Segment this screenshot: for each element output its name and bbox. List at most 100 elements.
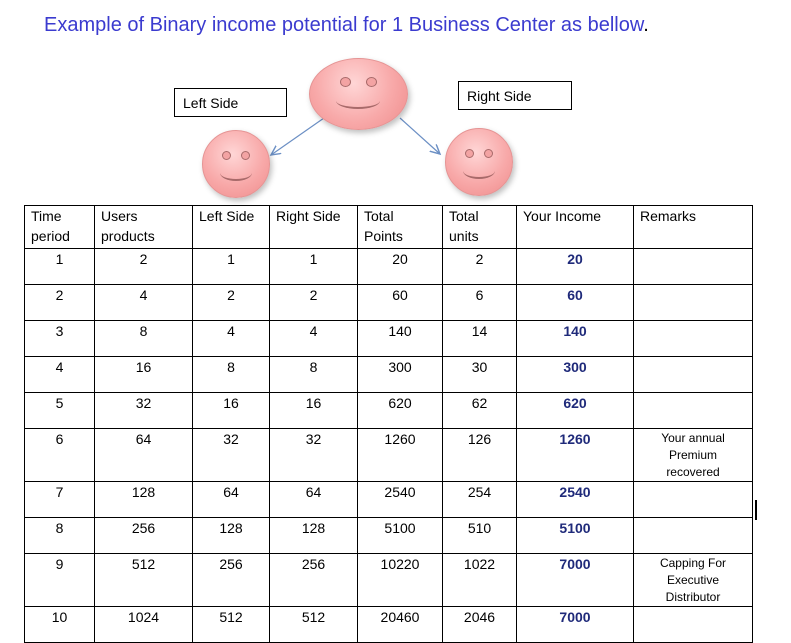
- total-points-cell: 620: [357, 392, 443, 429]
- period-cell: 6: [24, 428, 95, 482]
- right-side-cell: 8: [269, 356, 358, 393]
- table-row: 3 8 4 4 140 14 140: [24, 320, 753, 357]
- right-side-cell: 1: [269, 248, 358, 285]
- left-side-cell: 512: [192, 606, 270, 643]
- total-units-cell: 62: [442, 392, 517, 429]
- tree-arrows: [0, 117, 791, 545]
- income-cell: 2540: [516, 481, 634, 518]
- remarks-cell: [633, 248, 753, 285]
- right-side-cell: 64: [269, 481, 358, 518]
- right-side-label: Right Side: [458, 81, 572, 110]
- period-cell: 3: [24, 320, 95, 357]
- header-right-side: Right Side: [269, 205, 358, 249]
- table-row: 5 32 16 16 620 62 620: [24, 392, 753, 429]
- header-time-period: Time period: [24, 205, 95, 249]
- total-units-cell: 6: [442, 284, 517, 321]
- income-cell: 1260: [516, 428, 634, 482]
- users-cell: 2: [94, 248, 193, 285]
- right-side-cell: 128: [269, 517, 358, 554]
- period-cell: 1: [24, 248, 95, 285]
- left-side-cell: 64: [192, 481, 270, 518]
- period-cell: 7: [24, 481, 95, 518]
- remarks-cell: Your annual Premium recovered: [633, 428, 753, 482]
- total-units-cell: 30: [442, 356, 517, 393]
- smiley-face-icon: [309, 58, 408, 130]
- users-cell: 512: [94, 553, 193, 607]
- total-units-cell: 1022: [442, 553, 517, 607]
- users-cell: 16: [94, 356, 193, 393]
- table-row: 7 128 64 64 2540 254 2540: [24, 481, 753, 518]
- remarks-cell: Capping For Executive Distributor: [633, 553, 753, 607]
- right-side-cell: 32: [269, 428, 358, 482]
- total-points-cell: 10220: [357, 553, 443, 607]
- header-total-points: Total Points: [357, 205, 443, 249]
- header-total-units: Total units: [442, 205, 517, 249]
- income-cell: 5100: [516, 517, 634, 554]
- left-side-cell: 1: [192, 248, 270, 285]
- header-your-income: Your Income: [516, 205, 634, 249]
- total-units-cell: 2046: [442, 606, 517, 643]
- remarks-cell: [633, 606, 753, 643]
- table-row: 1 2 1 1 20 2 20: [24, 248, 753, 285]
- income-cell: 7000: [516, 606, 634, 643]
- users-cell: 128: [94, 481, 193, 518]
- users-cell: 256: [94, 517, 193, 554]
- users-cell: 8: [94, 320, 193, 357]
- total-points-cell: 140: [357, 320, 443, 357]
- total-units-cell: 2: [442, 248, 517, 285]
- remark-line: Premium: [668, 448, 717, 462]
- header-users-products: Users products: [94, 205, 193, 249]
- right-side-cell: 16: [269, 392, 358, 429]
- total-units-cell: 14: [442, 320, 517, 357]
- total-points-cell: 20460: [357, 606, 443, 643]
- remarks-cell: [633, 356, 753, 393]
- income-cell: 620: [516, 392, 634, 429]
- users-cell: 4: [94, 284, 193, 321]
- period-cell: 2: [24, 284, 95, 321]
- total-points-cell: 1260: [357, 428, 443, 482]
- left-side-cell: 128: [192, 517, 270, 554]
- left-side-cell: 16: [192, 392, 270, 429]
- header-left-side: Left Side: [192, 205, 270, 249]
- total-units-cell: 510: [442, 517, 517, 554]
- total-units-cell: 126: [442, 428, 517, 482]
- left-side-cell: 32: [192, 428, 270, 482]
- left-side-cell: 2: [192, 284, 270, 321]
- remark-line: Capping For: [659, 556, 727, 570]
- header-remarks: Remarks: [633, 205, 753, 249]
- period-cell: 4: [24, 356, 95, 393]
- users-cell: 1024: [94, 606, 193, 643]
- total-points-cell: 60: [357, 284, 443, 321]
- arrow-right: [399, 117, 440, 154]
- page-title: Example of Binary income potential for 1…: [44, 14, 649, 36]
- table-row: 2 4 2 2 60 6 60: [24, 284, 753, 321]
- remark-line: Distributor: [665, 590, 721, 604]
- table-row: 6 64 32 32 1260 126 1260 Your annual Premium reco…: [24, 428, 753, 482]
- total-units-cell: 254: [442, 481, 517, 518]
- income-cell: 7000: [516, 553, 634, 607]
- total-points-cell: 2540: [357, 481, 443, 518]
- right-side-cell: 512: [269, 606, 358, 643]
- income-cell: 300: [516, 356, 634, 393]
- table-row: 4 16 8 8 300 30 300: [24, 356, 753, 393]
- remarks-cell: [633, 392, 753, 429]
- table-row: 9 512 256 256 10220 1022 7000 Capping For Execut…: [24, 553, 753, 607]
- arrow-left: [271, 117, 325, 155]
- remarks-cell: [633, 320, 753, 357]
- income-cell: 20: [516, 248, 634, 285]
- smiley-face-left-icon: [202, 130, 270, 198]
- table-header-row: Time period Users products Left Side Right…: [24, 205, 753, 249]
- right-side-cell: 4: [269, 320, 358, 357]
- left-side-cell: 8: [192, 356, 270, 393]
- remarks-cell: [633, 481, 753, 518]
- table-row: 10 1024 512 512 20460 2046 7000: [24, 606, 753, 643]
- right-side-cell: 256: [269, 553, 358, 607]
- period-cell: 10: [24, 606, 95, 643]
- income-cell: 60: [516, 284, 634, 321]
- binary-income-table: Time period Users products Left Side Right…: [24, 205, 753, 643]
- table-row: 8 256 128 128 5100 510 5100: [24, 517, 753, 554]
- remark-line: recovered: [666, 465, 720, 479]
- users-cell: 64: [94, 428, 193, 482]
- users-cell: 32: [94, 392, 193, 429]
- cursor-bar: [755, 500, 757, 520]
